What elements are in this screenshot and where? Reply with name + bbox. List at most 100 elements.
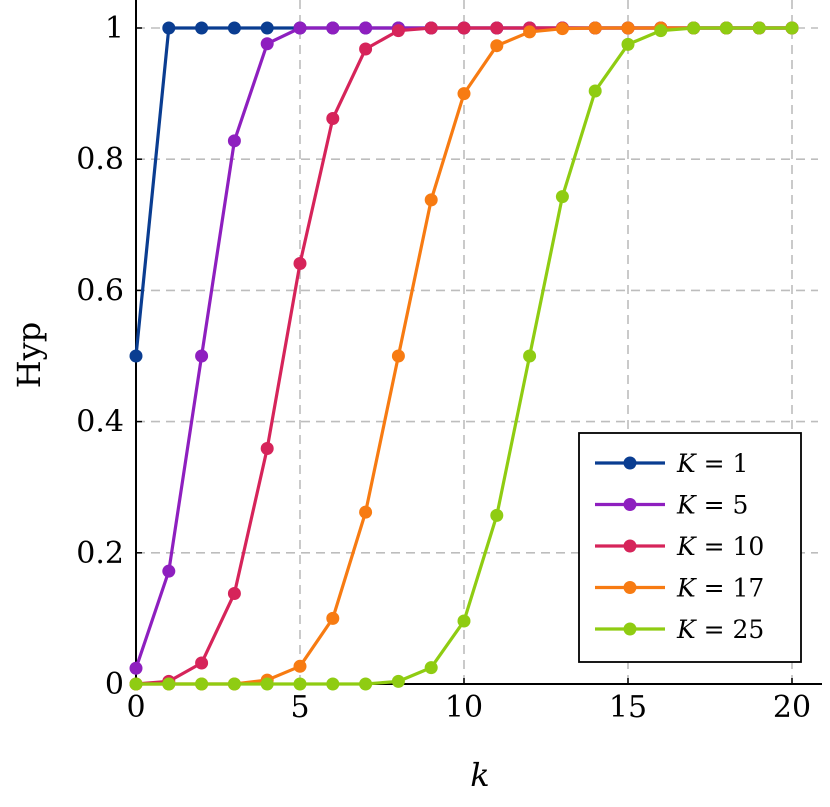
- legend: K = 1K = 5K = 10K = 17K = 25: [578, 432, 802, 663]
- legend-item-2: K = 10: [595, 532, 764, 561]
- legend-label-var-3: K: [676, 574, 697, 603]
- x-tick-label-10: 10: [445, 690, 483, 725]
- series-1-point-1: [162, 564, 176, 578]
- y-tick-label-0.2: 0.2: [76, 536, 124, 571]
- series-0: [129, 21, 799, 363]
- series-4-point-16: [654, 24, 668, 38]
- legend-label-value-0: = 1: [696, 449, 749, 478]
- legend-label-var-2: K: [676, 532, 697, 561]
- data-series: [129, 21, 799, 691]
- legend-label-var-0: K: [676, 449, 697, 478]
- series-2-point-11: [490, 21, 504, 35]
- tick-labels: 0 5 10 15 20 0 0.2 0.4 0.6 0.8 1: [76, 11, 811, 725]
- legend-label-var-1: K: [676, 491, 697, 520]
- series-4-point-13: [555, 190, 569, 204]
- series-2-point-5: [293, 257, 307, 271]
- y-tick-label-1: 1: [105, 11, 124, 46]
- series-3-point-8: [391, 349, 405, 363]
- series-2-point-10: [457, 21, 471, 35]
- series-4-point-1: [162, 677, 176, 691]
- series-0-point-1: [162, 21, 176, 35]
- legend-label-0: K = 1: [676, 449, 748, 478]
- legend-label-value-4: = 25: [696, 615, 765, 644]
- series-4-point-11: [490, 508, 504, 522]
- legend-item-3: K = 17: [595, 574, 764, 603]
- legend-label-4: K = 25: [676, 615, 764, 644]
- series-4-point-19: [752, 21, 766, 35]
- series-3-point-11: [490, 39, 504, 53]
- series-3-point-12: [523, 25, 537, 39]
- x-tick-label-15: 15: [609, 690, 647, 725]
- series-4-point-20: [785, 21, 799, 35]
- legend-label-value-1: = 5: [696, 491, 749, 520]
- series-3-point-6: [326, 611, 340, 625]
- series-0-point-4: [260, 21, 274, 35]
- series-4-point-0: [129, 677, 143, 691]
- series-0-point-0: [129, 349, 143, 363]
- y-axis-label: Hyp: [10, 322, 48, 388]
- legend-item-4: K = 25: [595, 615, 764, 644]
- legend-item-1: K = 5: [595, 491, 748, 520]
- legend-label-value-2: = 10: [696, 532, 765, 561]
- series-4-point-18: [719, 21, 733, 35]
- legend-swatch-marker-0: [623, 456, 637, 470]
- series-4-point-6: [326, 677, 340, 691]
- series-4-point-15: [621, 37, 635, 51]
- series-1-point-5: [293, 21, 307, 35]
- series-3-point-13: [555, 22, 569, 36]
- y-tick-label-0: 0: [105, 667, 124, 702]
- legend-label-3: K = 17: [676, 574, 764, 603]
- legend-swatch-marker-1: [623, 498, 637, 511]
- series-2-point-7: [359, 42, 373, 56]
- series-1-point-0: [129, 661, 143, 675]
- series-2-point-3: [227, 586, 241, 600]
- series-1-point-2: [195, 349, 209, 363]
- y-tick-label-0.4: 0.4: [76, 405, 124, 440]
- series-3-point-5: [293, 659, 307, 673]
- series-4-point-3: [227, 677, 241, 691]
- legend-label-value-3: = 17: [696, 574, 765, 603]
- series-2-point-9: [424, 21, 438, 35]
- series-4-point-8: [391, 674, 405, 688]
- x-tick-label-0: 0: [126, 690, 145, 725]
- series-2-point-6: [326, 112, 340, 126]
- x-tick-label-20: 20: [773, 690, 811, 725]
- series-3-point-14: [588, 21, 602, 35]
- y-tick-label-0.8: 0.8: [76, 142, 124, 177]
- legend-label-2: K = 10: [676, 532, 764, 561]
- legend-swatch-marker-4: [623, 622, 637, 636]
- series-4-point-10: [457, 614, 471, 628]
- series-2-point-8: [391, 24, 405, 38]
- series-4-point-2: [195, 677, 209, 691]
- x-tick-label-5: 5: [290, 690, 309, 725]
- series-2-point-2: [195, 656, 209, 670]
- y-tick-label-0.6: 0.6: [76, 273, 124, 308]
- series-4-point-7: [359, 677, 373, 691]
- legend-swatch-marker-3: [623, 581, 637, 594]
- series-0-point-2: [195, 21, 209, 35]
- series-3-point-7: [359, 505, 373, 519]
- series-1-point-6: [326, 21, 340, 35]
- series-4-point-9: [424, 661, 438, 675]
- series-4-point-12: [523, 349, 537, 363]
- series-3-point-9: [424, 193, 438, 207]
- series-2-point-4: [260, 441, 274, 455]
- legend-label-1: K = 5: [676, 491, 748, 520]
- series-4-point-17: [687, 21, 701, 35]
- series-1-point-7: [359, 21, 373, 35]
- axis-labels: k Hyp: [10, 322, 490, 794]
- legend-swatch-marker-2: [623, 539, 637, 553]
- x-axis-label: k: [470, 756, 489, 794]
- series-4: [129, 21, 799, 691]
- series-1-point-3: [227, 134, 241, 148]
- series-4-point-14: [588, 84, 602, 98]
- legend-label-var-4: K: [676, 615, 697, 644]
- series-4-point-4: [260, 677, 274, 691]
- series-0-point-3: [227, 21, 241, 35]
- series-3-point-15: [621, 21, 635, 35]
- series-1-point-4: [260, 37, 274, 51]
- legend-item-0: K = 1: [595, 449, 748, 478]
- series-4-point-5: [293, 677, 307, 691]
- series-3-point-10: [457, 87, 471, 101]
